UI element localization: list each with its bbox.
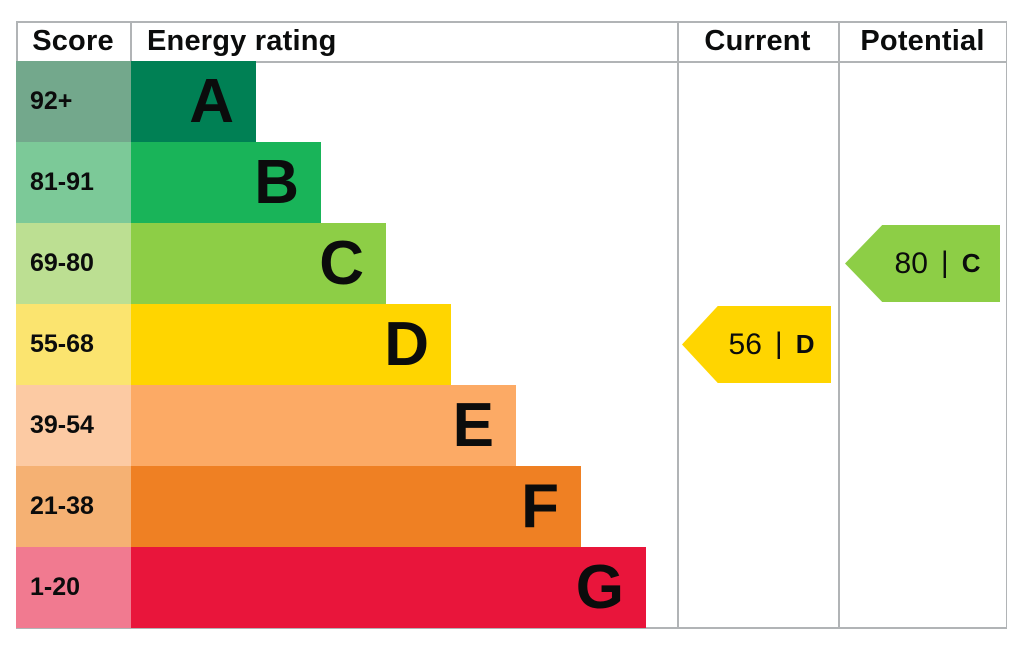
divider-glyph: |	[940, 245, 949, 279]
score-range-g: 1-20	[16, 547, 131, 628]
current-rating-arrow: 56 | D	[682, 306, 831, 383]
band-bar-b: B	[131, 142, 321, 223]
header-bottom-border	[16, 61, 1007, 63]
score-range-d: 55-68	[16, 304, 131, 385]
divider-glyph: |	[774, 326, 783, 360]
potential-rating-letter: C	[961, 248, 981, 278]
band-bar-c: C	[131, 223, 386, 304]
band-letter: C	[319, 228, 364, 298]
current-column-divider	[677, 21, 679, 628]
potential-column-divider	[838, 21, 840, 628]
table-top-border	[16, 21, 1007, 23]
score-range-e: 39-54	[16, 385, 131, 466]
chart-table: Score Energy rating Current Potential 92…	[16, 21, 1007, 630]
potential-column-header: Potential	[860, 24, 985, 57]
rating-bands: 92+ A 81-91 B 69-80 C 55-68 D 39-54 E 21-38 F 1-20 G	[16, 61, 677, 628]
energy-rating-column-header: Energy rating	[147, 24, 337, 57]
table-right-border	[1005, 21, 1007, 628]
band-row-g: 1-20 G	[16, 547, 677, 628]
band-bar-f: F	[131, 466, 581, 547]
band-letter: B	[254, 147, 299, 217]
band-row-d: 55-68 D	[16, 304, 677, 385]
score-range-a: 92+	[16, 61, 131, 142]
band-bar-a: A	[131, 61, 256, 142]
band-row-e: 39-54 E	[16, 385, 677, 466]
band-letter: E	[452, 390, 494, 460]
potential-score-value: 80	[894, 246, 928, 280]
potential-rating-arrow: 80 | C	[845, 225, 1000, 302]
score-range-c: 69-80	[16, 223, 131, 304]
score-column-divider	[130, 21, 132, 61]
score-column-header: Score	[32, 24, 114, 57]
current-rating-letter: D	[795, 329, 815, 359]
band-row-a: 92+ A	[16, 61, 677, 142]
band-letter: F	[521, 471, 559, 541]
score-range-b: 81-91	[16, 142, 131, 223]
band-row-f: 21-38 F	[16, 466, 677, 547]
header-left-border	[16, 21, 18, 61]
band-letter: G	[575, 552, 624, 622]
band-bar-e: E	[131, 385, 516, 466]
band-letter: D	[384, 309, 429, 379]
band-row-b: 81-91 B	[16, 142, 677, 223]
band-bar-d: D	[131, 304, 451, 385]
band-letter: A	[189, 66, 234, 136]
band-bar-g: G	[131, 547, 646, 628]
band-row-c: 69-80 C	[16, 223, 677, 304]
current-column-header: Current	[704, 24, 811, 57]
current-score-value: 56	[728, 327, 762, 361]
score-range-f: 21-38	[16, 466, 131, 547]
